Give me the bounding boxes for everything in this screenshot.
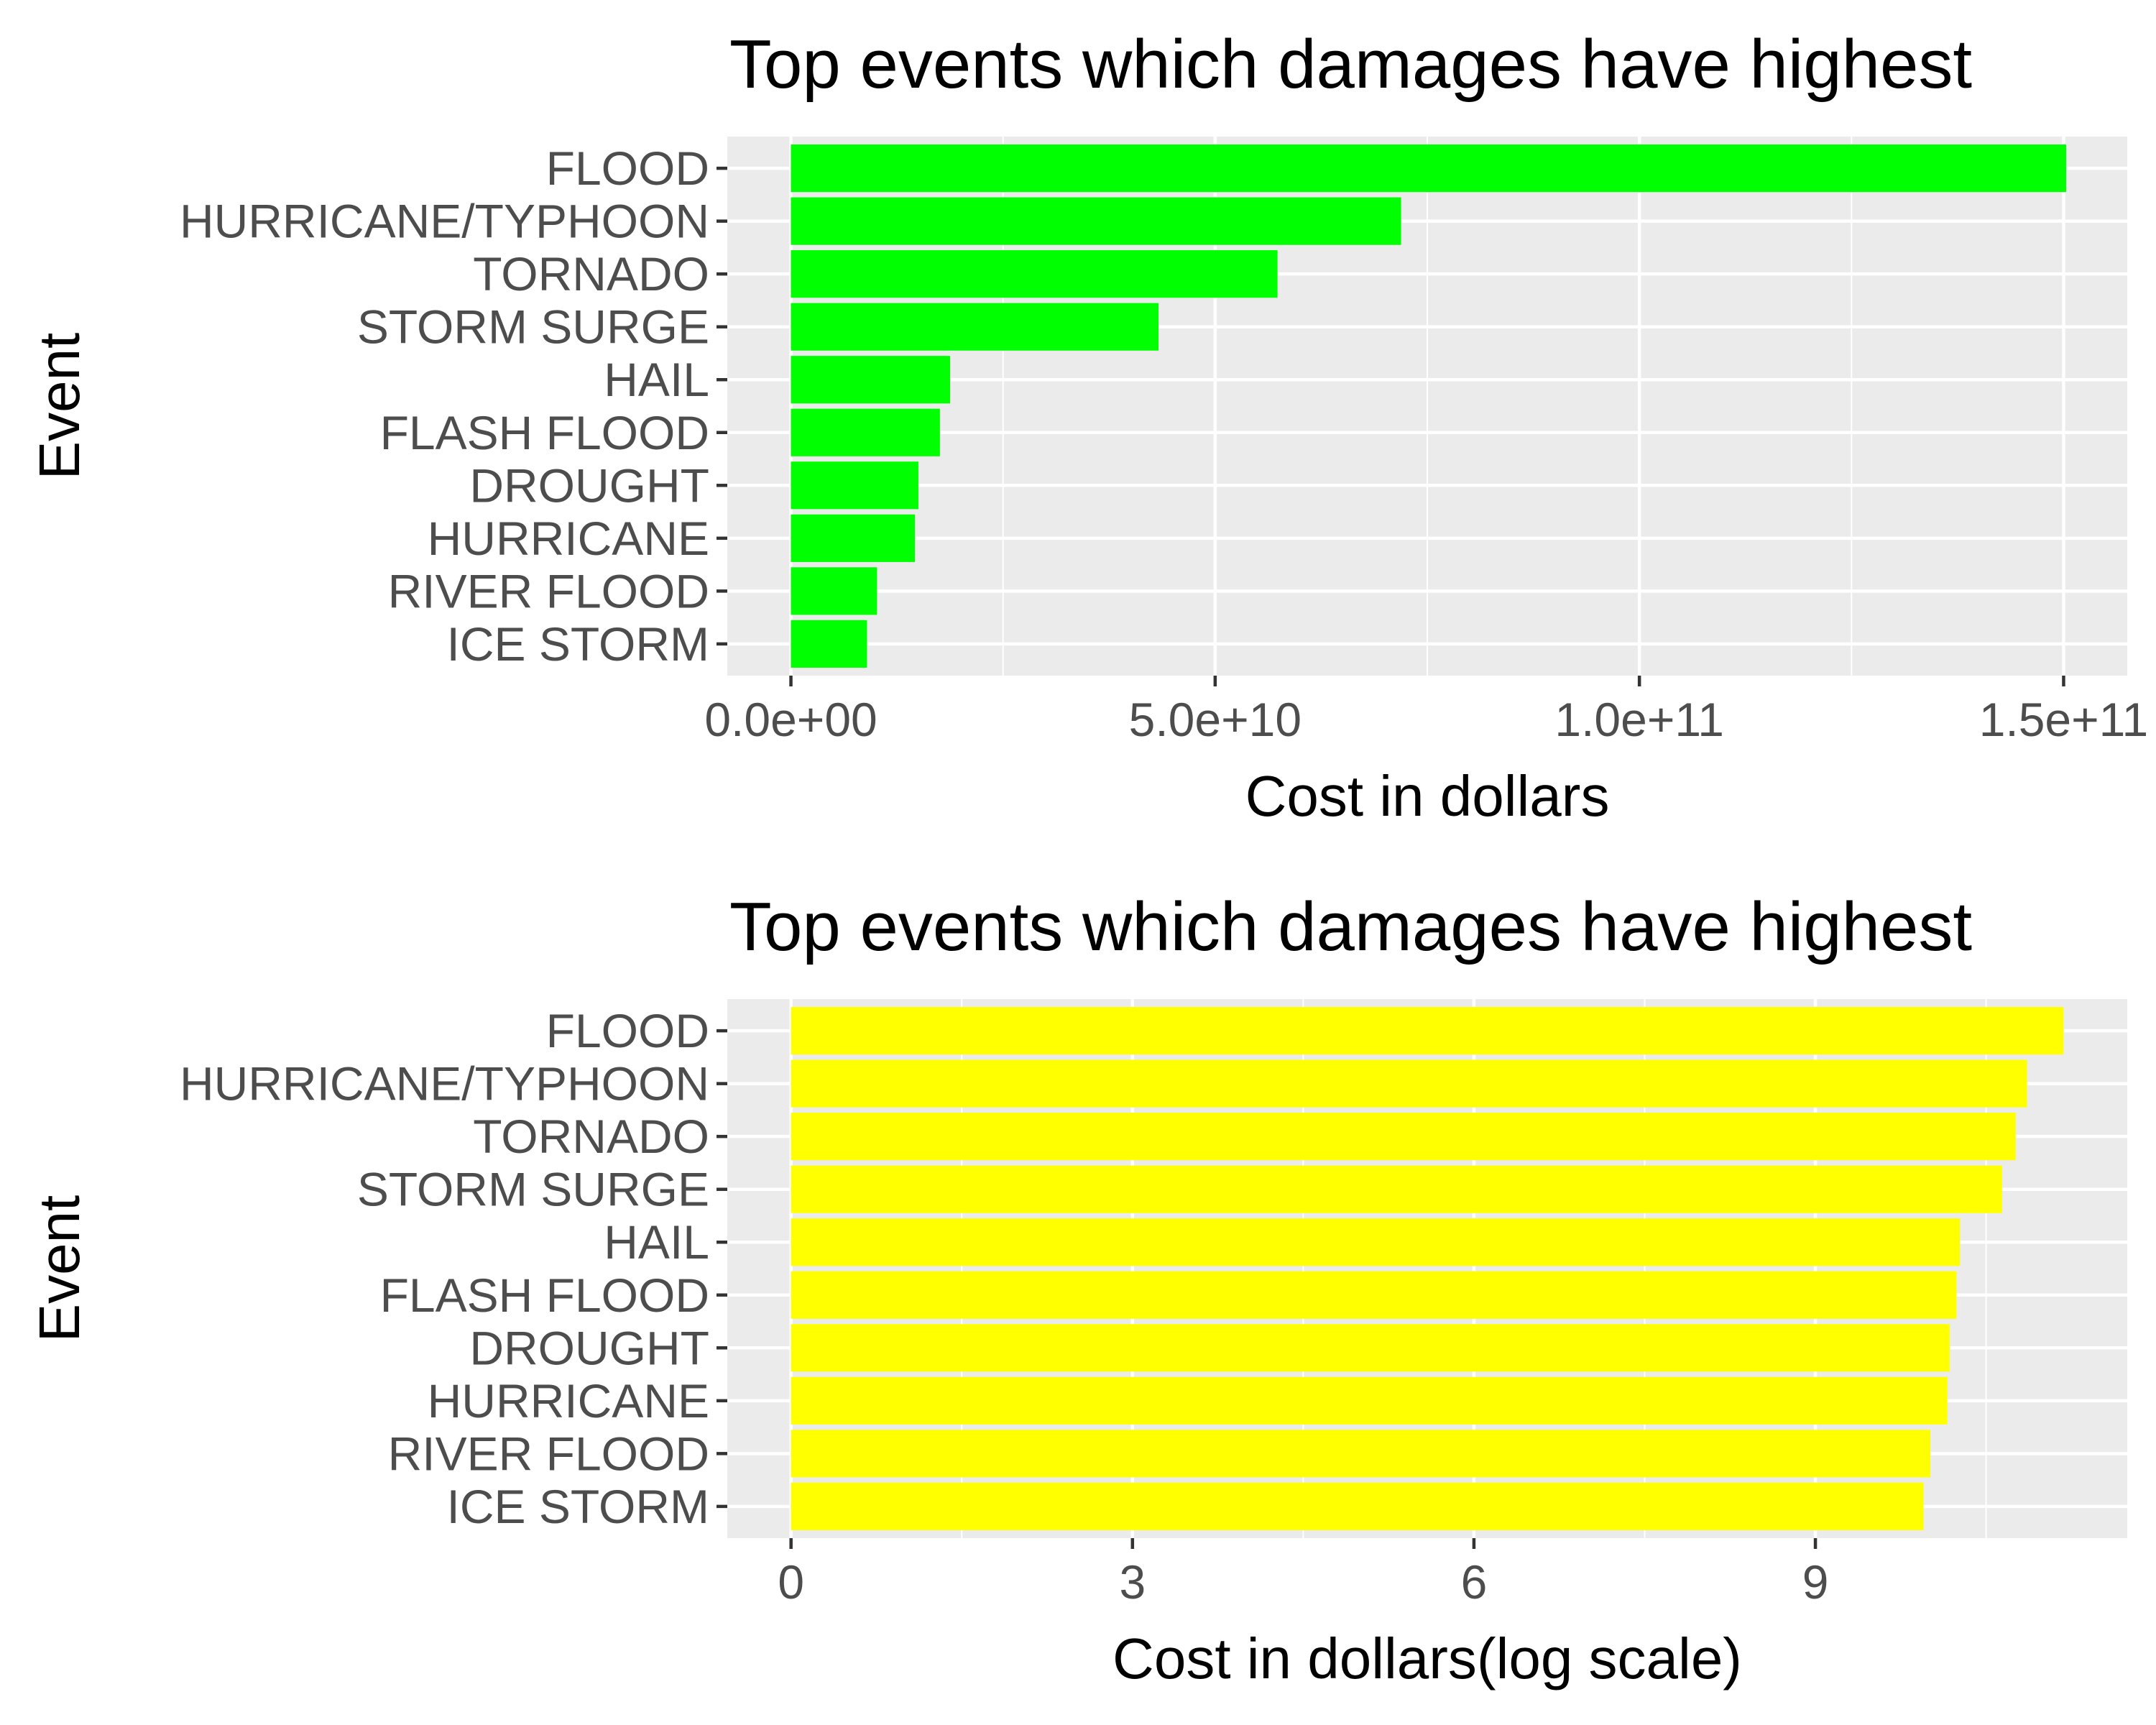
bar: [791, 514, 916, 562]
bar: [791, 408, 940, 456]
y-tick-label: RIVER FLOOD: [388, 1427, 709, 1480]
y-axis-title: Event: [27, 1195, 91, 1343]
chart-title: Top events which damages have highest: [729, 888, 1972, 965]
bar: [791, 1059, 2027, 1108]
y-tick-label: HAIL: [604, 353, 709, 406]
bar: [791, 1324, 1950, 1372]
bar: [791, 1482, 1924, 1530]
y-tick-label: ICE STORM: [447, 1480, 709, 1533]
y-tick-label: DROUGHT: [469, 1321, 709, 1374]
y-tick-label: HAIL: [604, 1215, 709, 1269]
bar: [791, 1376, 1948, 1425]
bar: [791, 461, 918, 510]
chart-title: Top events which damages have highest: [729, 26, 1972, 103]
bar: [791, 1430, 1931, 1478]
y-tick-label: TORNADO: [473, 1110, 709, 1163]
y-tick-label: RIVER FLOOD: [388, 564, 709, 617]
bar: [791, 356, 951, 404]
x-tick-label: 3: [1119, 1555, 1146, 1609]
y-tick-label: HURRICANE/TYPHOON: [180, 195, 709, 248]
x-tick-label: 0.0e+00: [704, 693, 877, 746]
bar: [791, 303, 1158, 351]
x-tick-label: 5.0e+10: [1129, 693, 1302, 746]
y-tick-label: FLASH FLOOD: [380, 406, 709, 459]
bar: [791, 1165, 2002, 1213]
y-tick-label: HURRICANE: [428, 1374, 709, 1427]
y-tick-label: DROUGHT: [469, 459, 709, 512]
bar: [791, 620, 867, 668]
y-tick-label: TORNADO: [473, 247, 709, 300]
x-tick-label: 9: [1802, 1555, 1829, 1609]
bar: [791, 1007, 2064, 1055]
y-axis-title: Event: [27, 333, 91, 480]
bar: [791, 1218, 1961, 1266]
y-tick-label: STORM SURGE: [357, 300, 709, 354]
y-tick-label: HURRICANE/TYPHOON: [180, 1057, 709, 1110]
x-axis-title: Cost in dollars: [1245, 764, 1610, 828]
y-tick-label: FLASH FLOOD: [380, 1269, 709, 1322]
x-tick-label: 6: [1461, 1555, 1488, 1609]
bar: [791, 250, 1278, 298]
chart-cost: Top events which damages have highest FL…: [27, 26, 2148, 828]
bar: [791, 567, 877, 615]
y-tick-label: HURRICANE: [428, 512, 709, 565]
chart-cost-log: Top events which damages have highest FL…: [27, 888, 2127, 1690]
y-tick-label: FLOOD: [546, 1004, 709, 1057]
x-tick-label: 1.5e+11: [1979, 693, 2149, 746]
x-tick-label: 1.0e+11: [1554, 693, 1724, 746]
bar: [791, 1113, 2016, 1161]
y-tick-label: STORM SURGE: [357, 1163, 709, 1216]
x-tick-label: 0: [778, 1555, 804, 1609]
y-tick-label: FLOOD: [546, 142, 709, 195]
x-axis-title: Cost in dollars(log scale): [1112, 1627, 1742, 1690]
bar: [791, 1271, 1957, 1319]
bar: [791, 197, 1401, 245]
y-tick-label: ICE STORM: [447, 617, 709, 671]
bar: [791, 144, 2066, 193]
